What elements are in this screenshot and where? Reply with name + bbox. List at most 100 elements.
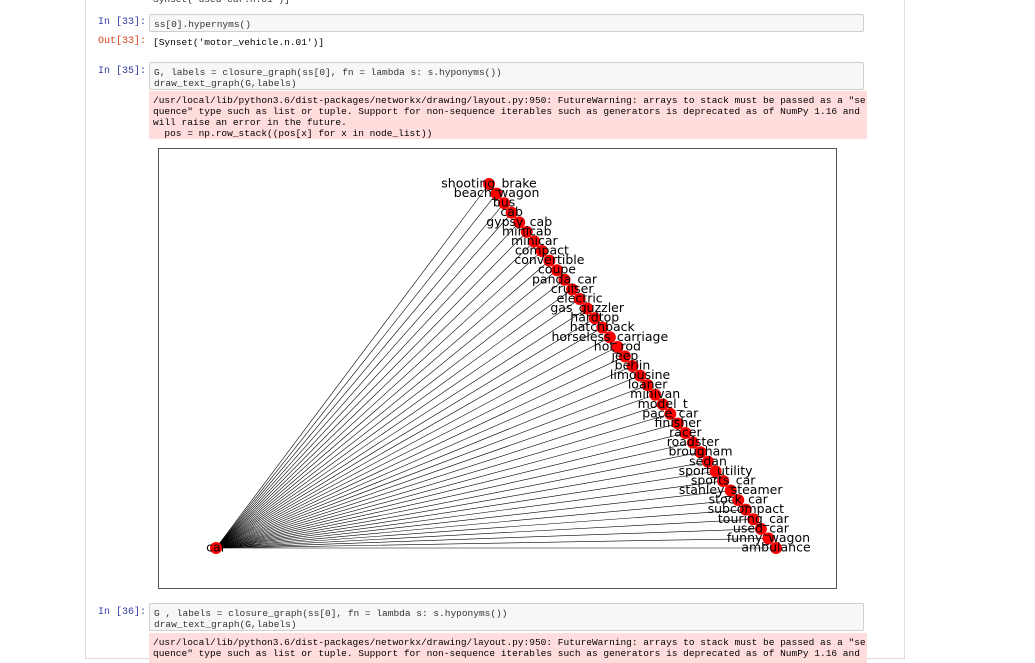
output-prompt: Out[33]: <box>97 36 146 47</box>
node <box>490 187 503 200</box>
node-label: compact <box>515 243 569 258</box>
node <box>656 398 669 411</box>
node <box>724 484 737 497</box>
warning-output: /usr/local/lib/python3.6/dist-packages/n… <box>149 633 867 663</box>
node-label: ambulance <box>741 540 811 555</box>
figure-frame <box>158 148 837 589</box>
code-cell[interactable]: ss[0].hypernyms() <box>149 14 864 32</box>
node <box>505 206 518 219</box>
edge <box>215 222 520 549</box>
node <box>747 513 760 526</box>
input-prompt: In [36]: <box>97 607 146 618</box>
node-label: shooting_brake <box>441 176 537 191</box>
edge <box>215 193 497 549</box>
node-label: bus <box>493 195 515 210</box>
node-label: sports_car <box>691 472 756 487</box>
node-label: minicar <box>511 233 559 248</box>
code-line: will raise an error in the future. <box>153 117 347 128</box>
edge <box>215 336 610 549</box>
edge <box>215 480 724 549</box>
code-line: /usr/local/lib/python3.6/dist-packages/n… <box>153 95 866 106</box>
node-label: model_t <box>638 396 688 411</box>
edge <box>215 356 626 549</box>
node <box>558 273 571 286</box>
node <box>671 417 684 430</box>
edge <box>215 250 543 549</box>
node <box>618 350 631 363</box>
node-label: finisher <box>655 415 702 430</box>
warning-output: /usr/local/lib/python3.6/dist-packages/n… <box>149 91 867 139</box>
edge <box>215 289 573 549</box>
node <box>543 254 556 267</box>
node <box>634 369 647 382</box>
node <box>210 542 222 554</box>
edge <box>215 499 739 549</box>
node <box>566 283 579 296</box>
node <box>762 532 775 545</box>
edge <box>215 317 595 549</box>
code-line: draw_text_graph(G,labels) <box>154 619 297 630</box>
edge <box>215 365 633 549</box>
input-prompt: In [35]: <box>97 66 146 77</box>
node <box>702 455 715 468</box>
edge <box>215 212 512 549</box>
code-line: ss[0].hypernyms() <box>154 19 251 30</box>
node-label: beach_wagon <box>454 185 540 200</box>
node <box>641 379 654 392</box>
edge <box>215 279 565 549</box>
node-label: racer <box>669 425 702 440</box>
node-label: limousine <box>610 367 671 382</box>
node <box>679 427 692 440</box>
edge <box>215 518 754 549</box>
code-line: /usr/local/lib/python3.6/dist-packages/n… <box>153 637 866 648</box>
node-label: coupe <box>538 262 576 277</box>
edge <box>215 183 490 549</box>
code-line: G , labels = closure_graph(ss[0], fn = l… <box>154 608 508 619</box>
node-label: minivan <box>630 386 680 401</box>
edge <box>215 442 693 549</box>
node <box>581 302 594 315</box>
node <box>596 321 609 334</box>
node-label: used_car <box>733 520 790 535</box>
node-label: cab <box>500 204 523 219</box>
node-label: minicab <box>502 223 552 238</box>
node-label: loaner <box>628 377 668 392</box>
node-label: horseless_carriage <box>551 329 668 344</box>
code-line: quence" type such as list or tuple. Supp… <box>153 106 860 117</box>
edge <box>215 269 558 549</box>
edge <box>215 528 761 549</box>
node <box>739 503 752 516</box>
node-label: sedan <box>689 453 727 468</box>
edge <box>215 538 769 549</box>
input-prompt: In [33]: <box>97 17 146 28</box>
node <box>626 360 639 372</box>
code-line: draw_text_graph(G,labels) <box>154 78 297 89</box>
edge <box>215 375 641 549</box>
edge <box>215 451 701 549</box>
edge <box>215 404 663 549</box>
node <box>694 446 707 459</box>
node <box>754 522 767 535</box>
node <box>498 197 511 210</box>
edge <box>215 461 709 549</box>
node <box>717 474 730 487</box>
edge <box>215 394 656 549</box>
node <box>664 407 677 420</box>
node-label: electric <box>557 290 603 305</box>
edge <box>215 202 505 549</box>
node <box>550 264 563 277</box>
edge <box>215 260 550 549</box>
node <box>649 388 662 401</box>
code-cell[interactable]: G , labels = closure_graph(ss[0], fn = l… <box>149 603 864 631</box>
edge <box>215 241 535 549</box>
code-cell[interactable]: G, labels = closure_graph(ss[0], fn = la… <box>149 62 864 90</box>
node <box>520 225 533 238</box>
node-label: pace_car <box>642 405 699 420</box>
node-label: stock_car <box>709 492 769 507</box>
node-label: sport_utility <box>679 463 754 478</box>
edge <box>215 432 686 549</box>
edge <box>215 384 648 549</box>
edge <box>215 423 678 549</box>
edge <box>215 308 588 549</box>
